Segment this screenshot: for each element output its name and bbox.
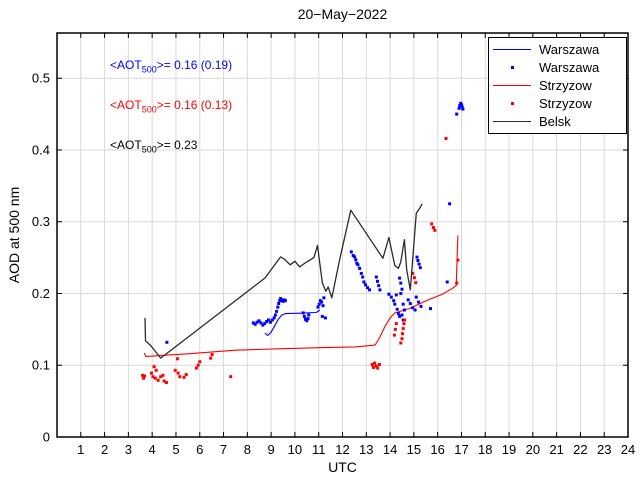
x-tick-label: 21 <box>549 442 563 457</box>
aot-annotation-belsk: <AOT500>= 0.23 <box>110 138 197 154</box>
y-tick-label: 0.2 <box>32 286 50 301</box>
y-tick-label: 0 <box>43 430 50 445</box>
x-tick-label: 11 <box>312 442 326 457</box>
x-tick-label: 5 <box>172 442 179 457</box>
y-tick-label: 0.5 <box>32 71 50 86</box>
aot-value: >= 0.23 <box>156 138 198 152</box>
aot-prefix: <AOT <box>110 98 142 112</box>
x-tick-label: 10 <box>288 442 302 457</box>
aot-value: >= 0.16 (0.19) <box>156 58 233 72</box>
x-tick-label: 8 <box>244 442 251 457</box>
legend: Warszawa Warszawa Strzyzow Strzyzow Bels… <box>488 37 627 134</box>
legend-item-warszawa-line: Warszawa <box>489 40 626 58</box>
chart-title: 20−May−2022 <box>297 6 388 22</box>
legend-item-strzyzow-line: Strzyzow <box>489 76 626 94</box>
x-tick-label: 14 <box>383 442 397 457</box>
aot-prefix: <AOT <box>110 58 142 72</box>
x-axis-label: UTC <box>328 459 357 475</box>
x-tick-label: 12 <box>335 442 349 457</box>
x-tick-label: 15 <box>407 442 421 457</box>
aot-annotation-strzyzow: <AOT500>= 0.16 (0.13) <box>110 98 232 114</box>
legend-dot-sample-warszawa-icon <box>489 65 535 69</box>
aot-subscript: 500 <box>141 64 157 75</box>
x-tick-label: 19 <box>502 442 516 457</box>
x-tick-label: 22 <box>573 442 587 457</box>
x-tick-label: 17 <box>454 442 468 457</box>
x-tick-label: 9 <box>268 442 275 457</box>
legend-line-sample-strzyzow-icon <box>489 84 535 86</box>
x-tick-label: 4 <box>149 442 156 457</box>
aot-subscript: 500 <box>141 104 157 115</box>
legend-line-sample-belsk-icon <box>489 121 535 123</box>
x-tick-label: 20 <box>526 442 540 457</box>
legend-item-strzyzow-dot: Strzyzow <box>489 95 626 113</box>
x-tick-label: 16 <box>430 442 444 457</box>
aot-prefix: <AOT <box>110 138 142 152</box>
aot-subscript: 500 <box>141 144 157 155</box>
y-tick-label: 0.4 <box>32 142 50 157</box>
legend-dot-sample-strzyzow-icon <box>489 102 535 106</box>
x-tick-label: 23 <box>597 442 611 457</box>
legend-item-warszawa-dot: Warszawa <box>489 58 626 76</box>
legend-label: Warszawa <box>539 41 600 57</box>
x-tick-label: 2 <box>101 442 108 457</box>
legend-label: Warszawa <box>539 59 600 75</box>
legend-line-sample-warszawa-icon <box>489 48 535 50</box>
aot-annotation-warszawa: <AOT500>= 0.16 (0.19) <box>110 58 232 74</box>
x-tick-label: 3 <box>125 442 132 457</box>
legend-label: Belsk <box>539 114 571 130</box>
legend-item-belsk-line: Belsk <box>489 113 626 131</box>
y-axis-label: AOD at 500 nm <box>6 186 22 284</box>
x-tick-label: 1 <box>77 442 84 457</box>
y-tick-label: 0.1 <box>32 358 50 373</box>
x-tick-label: 13 <box>359 442 373 457</box>
legend-label: Strzyzow <box>539 96 592 112</box>
aot-value: >= 0.16 (0.13) <box>156 98 233 112</box>
x-tick-label: 7 <box>220 442 227 457</box>
x-tick-label: 6 <box>196 442 203 457</box>
x-tick-label: 18 <box>478 442 492 457</box>
legend-label: Strzyzow <box>539 77 592 93</box>
y-tick-label: 0.3 <box>32 214 50 229</box>
x-tick-label: 24 <box>621 442 635 457</box>
